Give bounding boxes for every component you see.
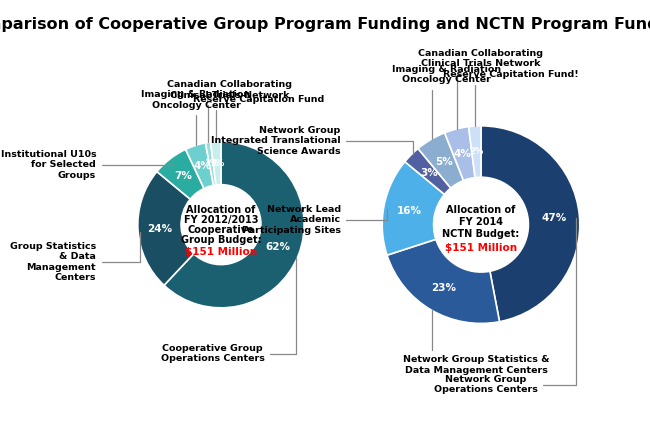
Wedge shape	[418, 133, 463, 188]
Text: 7%: 7%	[174, 171, 192, 181]
Text: Allocation of: Allocation of	[187, 205, 255, 215]
Wedge shape	[387, 239, 499, 324]
Wedge shape	[157, 149, 204, 199]
Text: 2%: 2%	[210, 159, 224, 168]
Text: 2%: 2%	[469, 147, 484, 156]
Wedge shape	[382, 162, 445, 255]
Wedge shape	[205, 142, 216, 185]
Wedge shape	[405, 149, 450, 194]
Text: Cooperative Group
Operations Centers: Cooperative Group Operations Centers	[161, 257, 296, 363]
Text: Allocation of: Allocation of	[447, 205, 515, 215]
Text: Group Statistics
& Data
Management
Centers: Group Statistics & Data Management Cente…	[10, 232, 140, 282]
Wedge shape	[445, 127, 475, 181]
Text: 1%: 1%	[204, 159, 218, 168]
Text: 47%: 47%	[541, 213, 566, 223]
Wedge shape	[164, 141, 304, 308]
Text: Group Budget:: Group Budget:	[181, 235, 261, 245]
Wedge shape	[481, 126, 580, 322]
Text: FY 2014: FY 2014	[459, 217, 503, 227]
Text: Canadian Collaborating
Clinical Trials Network: Canadian Collaborating Clinical Trials N…	[167, 80, 292, 142]
Wedge shape	[211, 141, 221, 185]
Wedge shape	[469, 126, 481, 178]
Text: Reserve Capitation Fund!: Reserve Capitation Fund!	[443, 70, 578, 126]
Text: Network Group Statistics &
Data Management Centers: Network Group Statistics & Data Manageme…	[403, 310, 549, 375]
Text: 16%: 16%	[396, 206, 422, 216]
Text: Imaging & Radiation
Oncology Center: Imaging & Radiation Oncology Center	[392, 65, 501, 140]
Text: Reserve Capitation Fund: Reserve Capitation Fund	[193, 95, 324, 141]
Text: 4%: 4%	[193, 161, 211, 171]
Text: Network Group
Operations Centers: Network Group Operations Centers	[434, 219, 577, 394]
Text: Canadian Collaborating
Clinical Trials Network: Canadian Collaborating Clinical Trials N…	[419, 49, 543, 129]
Text: FY 2012/2013: FY 2012/2013	[184, 215, 258, 225]
Text: $151 Million: $151 Million	[445, 243, 517, 253]
Text: Network Lead
Academic
Participating Sites: Network Lead Academic Participating Site…	[242, 205, 387, 235]
Text: 62%: 62%	[266, 242, 291, 252]
Text: Cooperative: Cooperative	[188, 225, 254, 235]
Wedge shape	[138, 172, 194, 285]
Text: 5%: 5%	[435, 157, 452, 167]
Text: Institutional U10s
for Selected
Groups: Institutional U10s for Selected Groups	[1, 150, 172, 180]
Text: NCTN Budget:: NCTN Budget:	[443, 229, 519, 238]
Text: 4%: 4%	[454, 149, 472, 159]
Text: 24%: 24%	[147, 223, 172, 234]
Text: 3%: 3%	[421, 168, 438, 178]
Text: $151 Million: $151 Million	[185, 247, 257, 257]
Text: Imaging & Radiation
Oncology Center: Imaging & Radiation Oncology Center	[142, 90, 251, 145]
Wedge shape	[186, 143, 213, 188]
Text: Comparison of Cooperative Group Program Funding and NCTN Program Funding: Comparison of Cooperative Group Program …	[0, 17, 650, 32]
Text: 23%: 23%	[432, 283, 456, 292]
Text: Network Group
Integrated Translational
Science Awards: Network Group Integrated Translational S…	[211, 126, 413, 156]
